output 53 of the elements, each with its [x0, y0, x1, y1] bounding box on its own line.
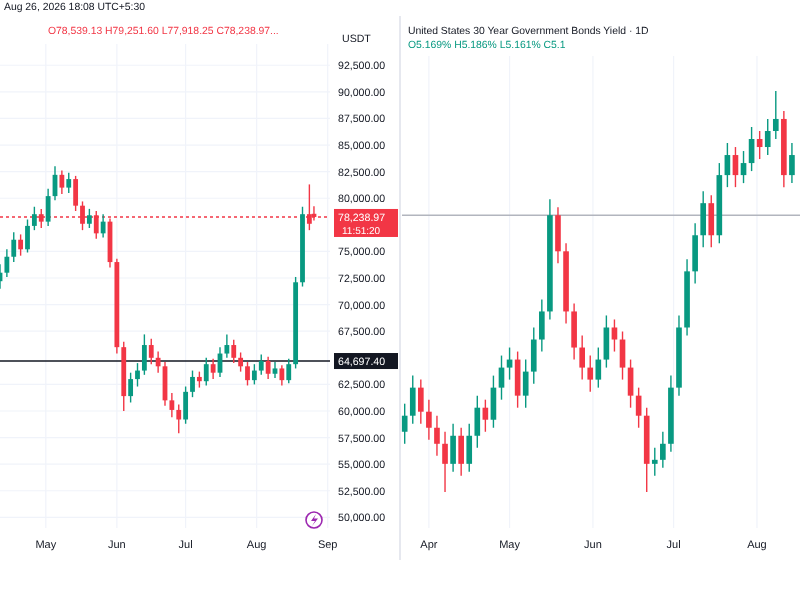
- candlestick: [190, 369, 195, 398]
- candlestick: [258, 353, 264, 376]
- candlestick: [210, 358, 216, 380]
- candlestick: [474, 394, 481, 449]
- candlestick: [555, 206, 561, 265]
- candlestick: [66, 172, 72, 194]
- candlestick: [764, 118, 771, 156]
- candlestick: [522, 358, 529, 409]
- candlestick: [18, 233, 24, 257]
- candlestick: [418, 378, 424, 425]
- candlestick: [789, 142, 795, 184]
- candlestick: [692, 222, 698, 285]
- candlestick: [611, 318, 618, 353]
- candlestick: [100, 213, 106, 239]
- candlestick: [286, 358, 292, 385]
- candlestick: [272, 361, 278, 379]
- candlestick: [265, 356, 271, 380]
- candlestick: [708, 194, 715, 248]
- candlestick: [530, 326, 537, 385]
- candlestick: [595, 346, 602, 389]
- candlestick: [579, 334, 585, 381]
- candlestick: [587, 354, 594, 393]
- candlestick: [700, 190, 707, 248]
- candlestick: [539, 298, 545, 353]
- candlestick: [183, 385, 189, 425]
- candlestick: [251, 363, 257, 386]
- candlestick: [426, 398, 432, 441]
- candlestick: [434, 415, 440, 457]
- candlestick: [148, 337, 154, 365]
- candlestick: [458, 427, 464, 477]
- candlestick: [450, 423, 456, 473]
- candlestick: [73, 175, 79, 212]
- candlestick: [571, 302, 577, 361]
- candlestick: [772, 90, 779, 140]
- candlestick: [466, 423, 473, 473]
- candlestick: [141, 333, 147, 376]
- candlestick: [135, 362, 140, 388]
- candlestick: [86, 208, 92, 229]
- candlestick: [128, 371, 134, 404]
- candlestick: [31, 206, 37, 231]
- candlestick: [25, 218, 30, 254]
- candlestick: [231, 339, 237, 364]
- candlestick: [603, 314, 610, 369]
- candlestick: [442, 431, 448, 493]
- candlestick: [401, 402, 408, 445]
- candlestick: [409, 374, 416, 425]
- candlestick: [238, 351, 244, 373]
- candlestick: [279, 364, 285, 387]
- candlestick: [203, 357, 209, 387]
- candlestick: [245, 361, 250, 387]
- candlestick: [59, 169, 65, 195]
- candlestick: [651, 447, 658, 477]
- candlestick: [660, 431, 666, 469]
